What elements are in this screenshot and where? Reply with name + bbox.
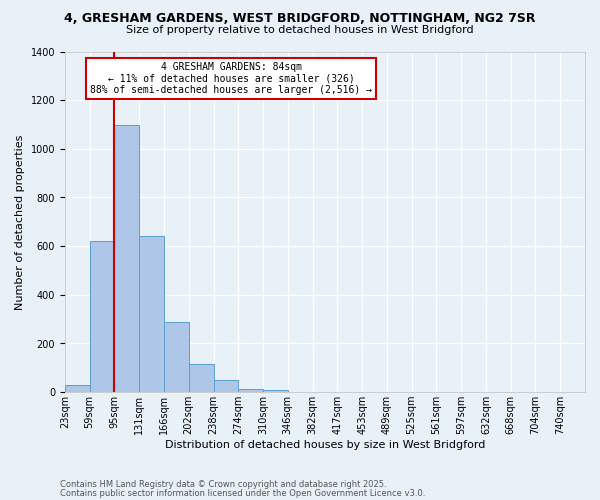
Bar bbox=[139, 236, 164, 392]
Bar bbox=[189, 364, 214, 392]
Text: Size of property relative to detached houses in West Bridgford: Size of property relative to detached ho… bbox=[126, 25, 474, 35]
Text: Contains public sector information licensed under the Open Government Licence v3: Contains public sector information licen… bbox=[60, 489, 425, 498]
Bar bbox=[65, 385, 89, 392]
Text: 4 GRESHAM GARDENS: 84sqm
← 11% of detached houses are smaller (326)
88% of semi-: 4 GRESHAM GARDENS: 84sqm ← 11% of detach… bbox=[91, 62, 373, 95]
Text: Contains HM Land Registry data © Crown copyright and database right 2025.: Contains HM Land Registry data © Crown c… bbox=[60, 480, 386, 489]
Text: 4, GRESHAM GARDENS, WEST BRIDGFORD, NOTTINGHAM, NG2 7SR: 4, GRESHAM GARDENS, WEST BRIDGFORD, NOTT… bbox=[64, 12, 536, 26]
Bar bbox=[214, 380, 238, 392]
Bar bbox=[115, 124, 139, 392]
X-axis label: Distribution of detached houses by size in West Bridgford: Distribution of detached houses by size … bbox=[165, 440, 485, 450]
Bar bbox=[89, 242, 115, 392]
Y-axis label: Number of detached properties: Number of detached properties bbox=[15, 134, 25, 310]
Bar bbox=[263, 390, 288, 392]
Bar bbox=[238, 388, 263, 392]
Bar bbox=[164, 322, 189, 392]
